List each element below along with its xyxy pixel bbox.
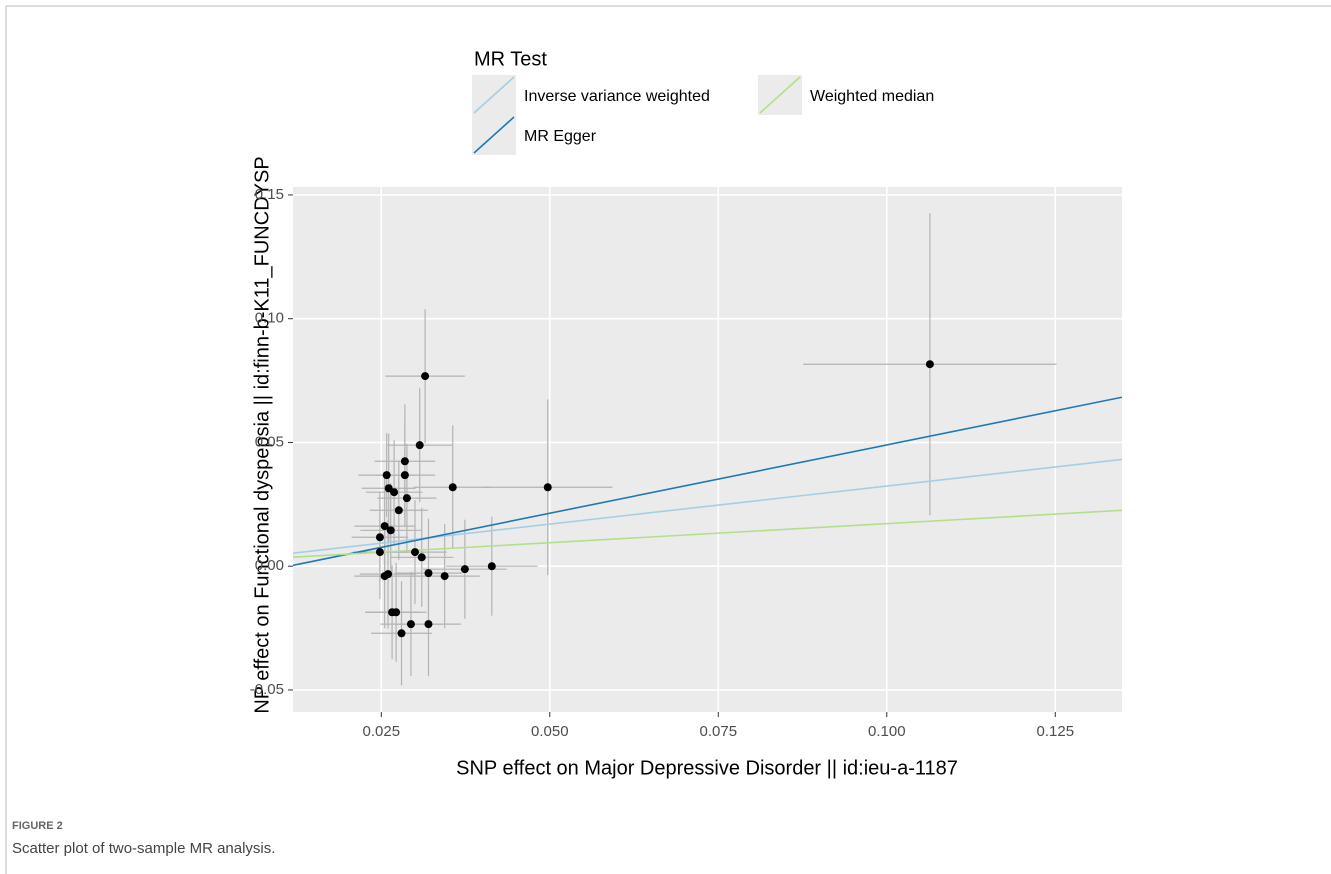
point (406, 620, 415, 629)
regression-line (293, 509, 1122, 559)
x-axis-title: SNP effect on Major Depressive Disorder … (456, 757, 958, 779)
legend-swatch (759, 76, 801, 114)
y-tick-label: 0.15 (255, 186, 284, 203)
point (415, 441, 424, 450)
point (925, 360, 934, 369)
point (400, 457, 409, 466)
legend-label: MR Egger (524, 128, 597, 145)
point (424, 569, 433, 578)
y-tick-label: 0.00 (255, 557, 284, 574)
point (417, 553, 426, 562)
y-tick-label: -0.05 (250, 681, 284, 698)
point (380, 522, 389, 531)
point (394, 506, 403, 515)
point (375, 548, 384, 557)
point (400, 471, 409, 480)
regression-line (293, 396, 1122, 567)
x-tick-label: 0.100 (868, 723, 906, 740)
point (543, 483, 552, 492)
caption: Scatter plot of two-sample MR analysis. (12, 840, 275, 857)
legend-swatch (473, 76, 515, 114)
point (390, 488, 399, 497)
y-tick-label: 0.10 (255, 310, 284, 327)
point (397, 629, 406, 638)
point (460, 565, 469, 574)
point (384, 570, 393, 579)
legend-label: Weighted median (810, 88, 934, 105)
point (440, 572, 449, 581)
x-tick-label: 0.075 (700, 723, 738, 740)
y-tick-label: 0.05 (255, 433, 284, 450)
legend-swatch (473, 116, 515, 154)
x-tick-label: 0.050 (531, 723, 569, 740)
point (402, 494, 411, 503)
point (410, 548, 419, 557)
point (487, 562, 496, 571)
legend-label: Inverse variance weighted (524, 88, 710, 105)
point (382, 471, 391, 480)
point (421, 372, 430, 381)
legend-title: MR Test (474, 48, 547, 70)
point (392, 608, 401, 617)
point (424, 620, 433, 629)
y-axis-title: NP effect on Functional dyspepsia || id:… (251, 156, 273, 713)
point (448, 483, 457, 492)
figure-label: FIGURE 2 (12, 820, 63, 832)
point (375, 533, 384, 542)
x-tick-label: 0.025 (363, 723, 401, 740)
x-tick-label: 0.125 (1037, 723, 1075, 740)
point (386, 526, 395, 535)
